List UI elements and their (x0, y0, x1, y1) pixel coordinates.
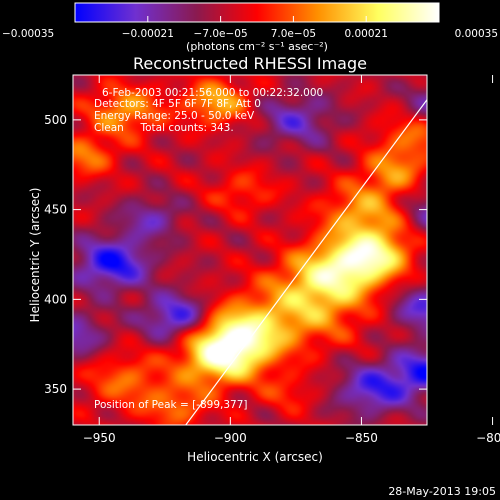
heatmap-image (73, 75, 427, 425)
generation-timestamp: 28-May-2013 19:05 (388, 485, 496, 498)
colorbar-tick-label: 0.00035 (455, 28, 498, 40)
clean-info-annotation: Clean Total counts: 343. (94, 122, 234, 134)
x-tick-label: −800 (476, 431, 500, 445)
energy-range-annotation: Energy Range: 25.0 - 50.0 keV (94, 110, 255, 122)
peak-position-annotation: Position of Peak = [-899,377] (94, 399, 248, 411)
limb-line (185, 98, 427, 425)
colorbar-tick-label: −0.00021 (122, 28, 174, 40)
y-tick-label: 500 (44, 113, 67, 127)
plot-frame (72, 74, 428, 426)
x-tick-label: −900 (214, 431, 247, 445)
y-tick-label: 400 (44, 292, 67, 306)
x-axis-label: Heliocentric X (arcsec) (187, 450, 323, 464)
y-axis-label: Heliocentric Y (arcsec) (28, 188, 42, 323)
x-axis-ticks: −950 −900 −850 −800 (83, 75, 500, 445)
detectors-annotation: Detectors: 4F 5F 6F 7F 8F, Att 0 (94, 98, 261, 110)
y-tick-label: 450 (44, 203, 67, 217)
colorbar-tick-label: 7.0e−05 (271, 28, 316, 40)
colorbar (74, 2, 440, 23)
y-tick-label: 350 (44, 382, 67, 396)
colorbar-tick-label: 0.00021 (344, 28, 387, 40)
colorbar-ticks: −0.00035 −0.00021 −7.0e−05 7.0e−05 0.00021 0.… (2, 16, 498, 40)
colorbar-unit-label: (photons cm⁻² s⁻¹ asec⁻²) (186, 40, 328, 53)
x-tick-label: −850 (345, 431, 378, 445)
colorbar-tick-label: −0.00035 (2, 28, 54, 40)
colorbar-tick-label: −7.0e−05 (194, 28, 248, 40)
chart-title: Reconstructed RHESSI Image (133, 54, 367, 73)
y-axis-ticks: 350 400 450 500 (44, 113, 427, 396)
x-tick-label: −950 (83, 431, 116, 445)
time-range-annotation: 6-Feb-2003 00:21:56.000 to 00:22:32.000 (102, 87, 323, 99)
